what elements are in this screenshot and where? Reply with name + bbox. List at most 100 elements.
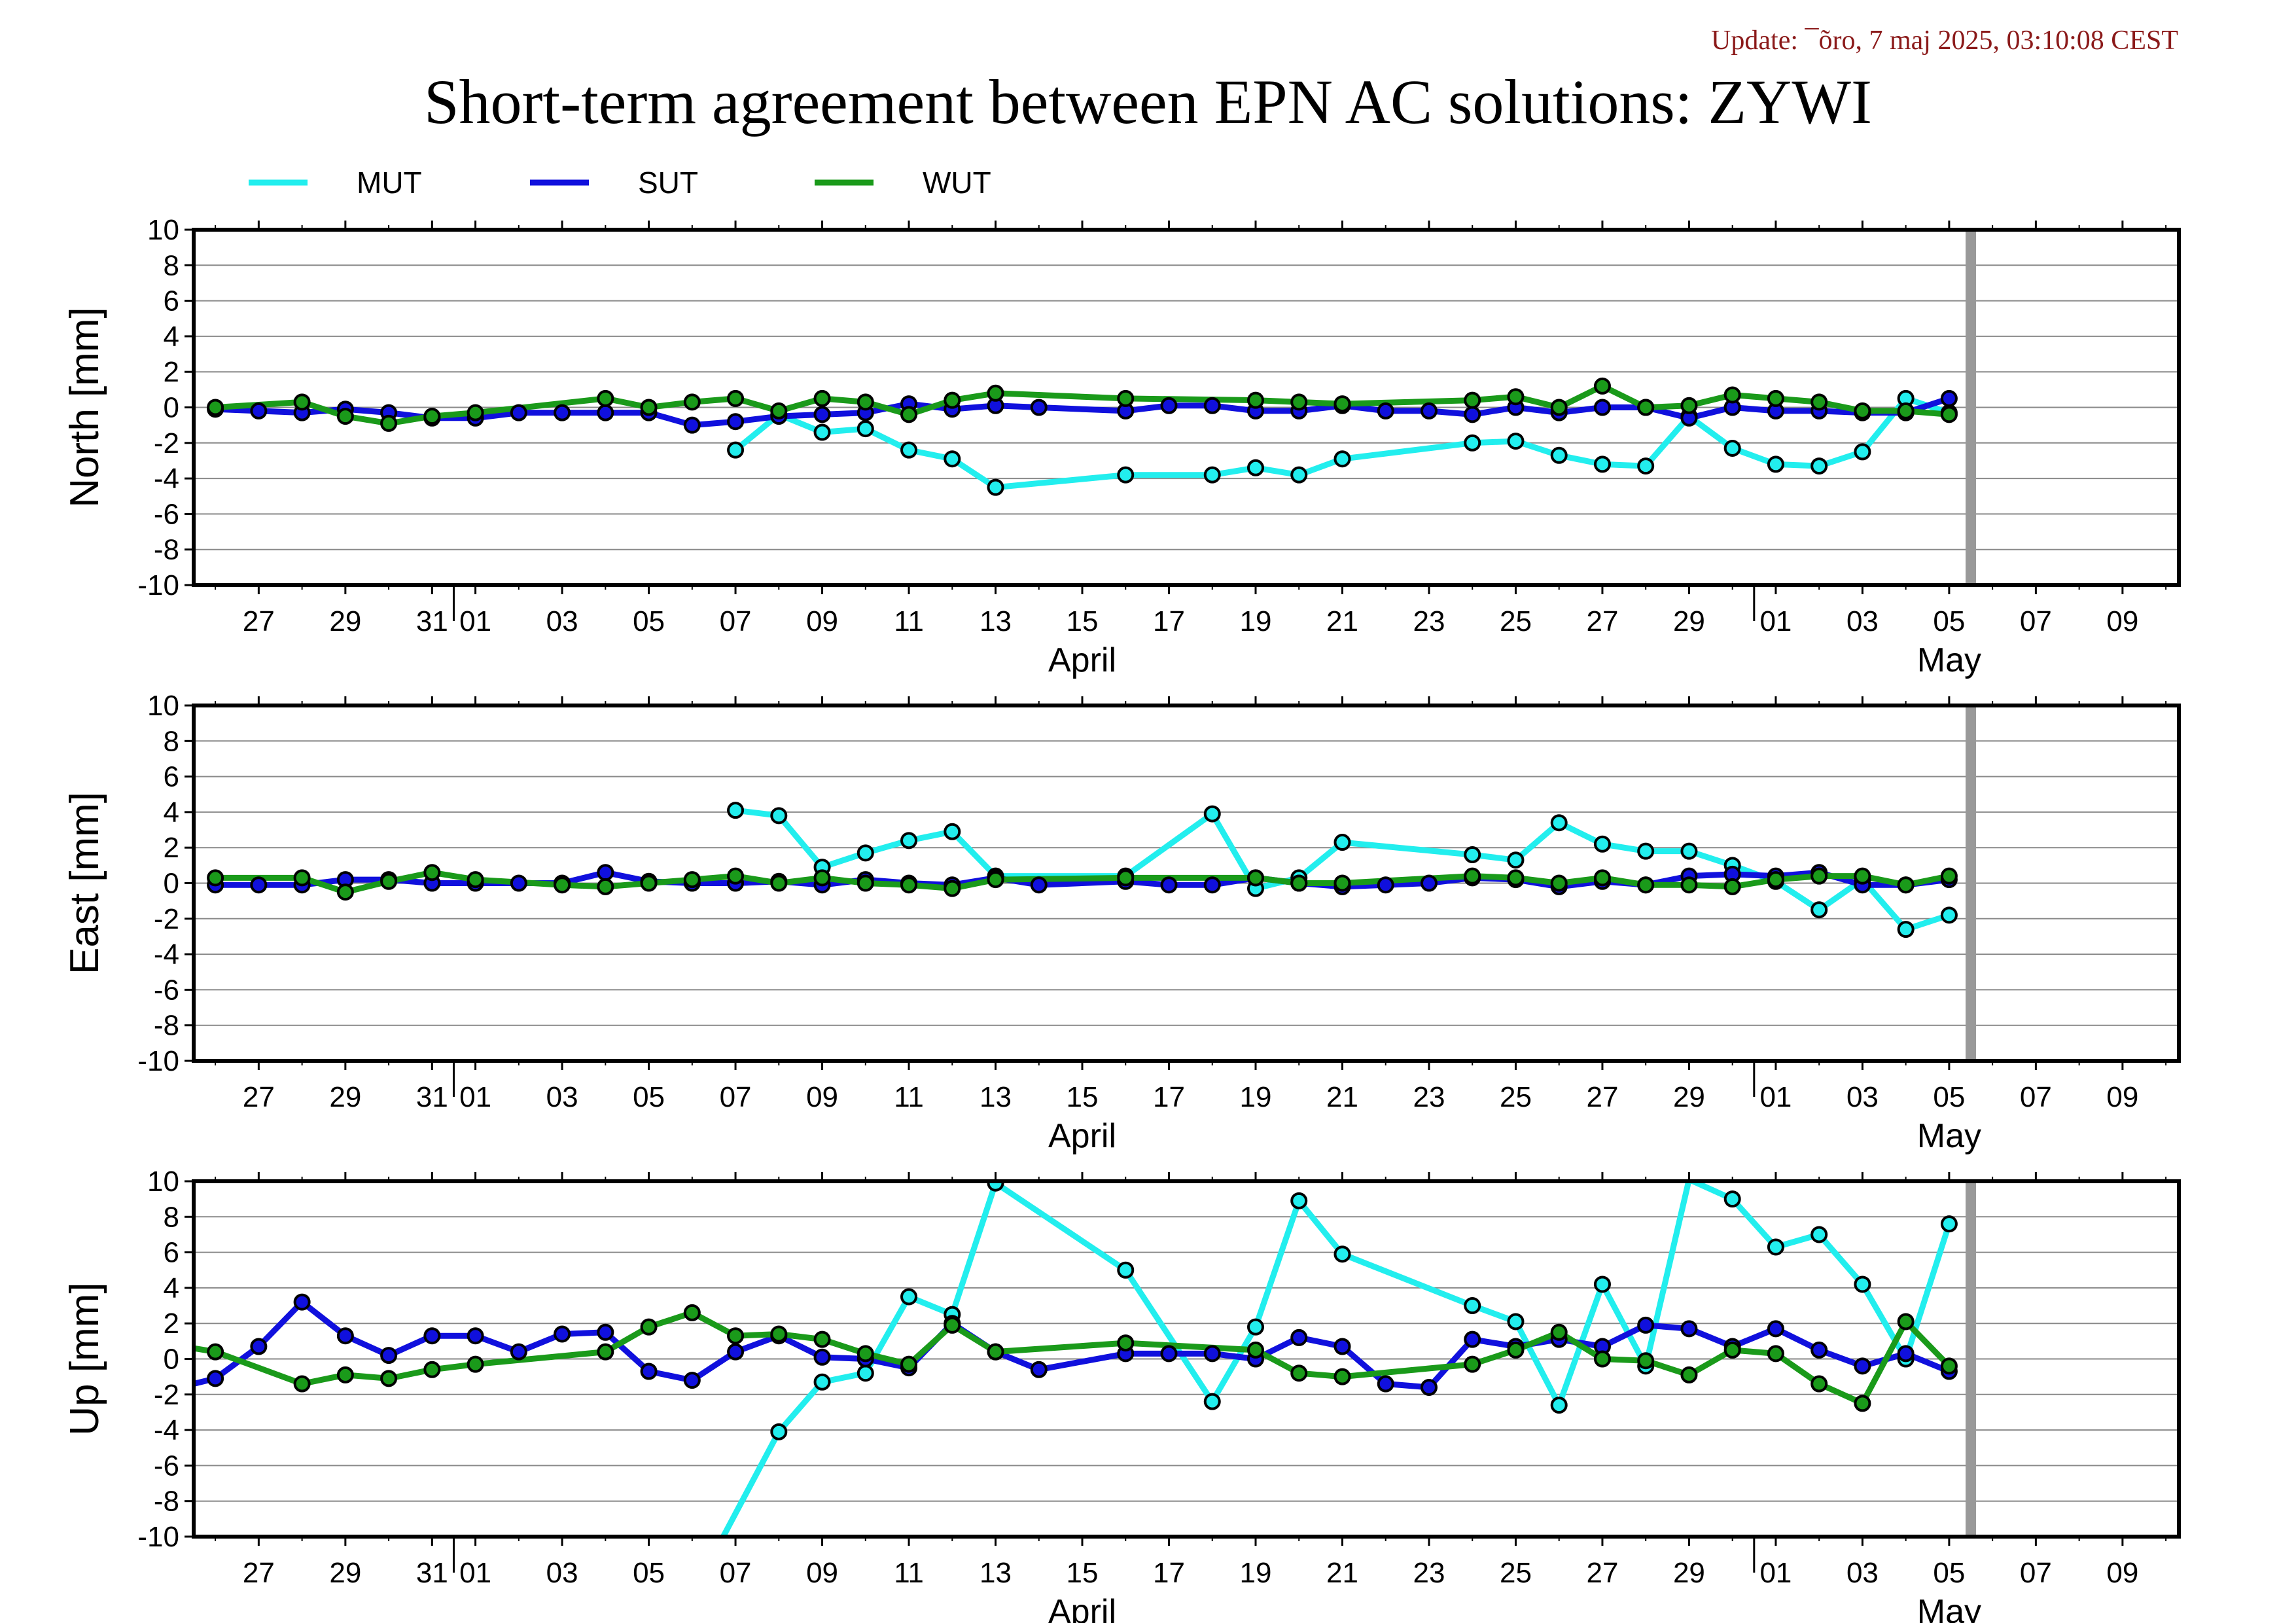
data-point-mut: [900, 1288, 918, 1306]
x-tick-label: 17: [1153, 1081, 1185, 1113]
x-tick-label: 07: [2020, 605, 2052, 637]
data-point-sut: [1637, 1316, 1655, 1334]
data-point-sut: [683, 416, 701, 434]
month-label: April: [1048, 1593, 1116, 1623]
x-tick-label: 01: [459, 1557, 491, 1589]
x-tick-label: 11: [894, 605, 924, 637]
data-point-mut: [727, 441, 745, 459]
data-point-sut: [1333, 1338, 1351, 1355]
x-tick-label: 31: [416, 1081, 448, 1113]
data-point-wut: [1723, 878, 1741, 895]
data-point-mut: [1637, 842, 1655, 860]
month-label: April: [1048, 641, 1116, 679]
data-point-sut: [640, 1363, 658, 1380]
y-tick-label: -4: [154, 463, 179, 495]
data-point-wut: [683, 393, 701, 411]
data-point-sut: [207, 1370, 224, 1387]
data-point-wut: [1290, 1364, 1308, 1382]
data-point-mut: [1940, 906, 1958, 924]
data-point-mut: [1507, 433, 1525, 450]
data-point-wut: [987, 1343, 1004, 1361]
x-tick-label: 09: [806, 1081, 838, 1113]
data-point-wut: [1767, 389, 1784, 407]
data-point-sut: [727, 1343, 745, 1361]
data-point-wut: [1897, 402, 1915, 419]
y-tick-label: 2: [164, 356, 179, 388]
data-point-sut: [467, 1327, 484, 1345]
data-point-mut: [1897, 921, 1915, 938]
y-tick-label: 4: [164, 1272, 179, 1304]
data-point-wut: [207, 869, 224, 887]
x-tick-label: 07: [720, 605, 752, 637]
data-point-wut: [1117, 1334, 1135, 1352]
x-tick-label: 01: [1759, 605, 1792, 637]
x-tick-label: 27: [243, 1081, 275, 1113]
data-point-wut: [1117, 389, 1135, 407]
data-point-wut: [1637, 1352, 1655, 1370]
x-tick-label: 17: [1153, 1557, 1185, 1589]
data-point-wut: [1767, 1345, 1784, 1363]
x-tick-label: 05: [1933, 1557, 1965, 1589]
x-tick-label: 29: [329, 1081, 361, 1113]
x-tick-label: 11: [894, 1081, 924, 1113]
data-point-wut: [423, 408, 441, 425]
data-point-mut: [1203, 1393, 1221, 1410]
data-point-mut: [1940, 1215, 1958, 1233]
data-point-wut: [640, 1318, 658, 1336]
data-point-wut: [380, 414, 398, 432]
data-point-wut: [1246, 391, 1264, 409]
x-tick-label: 05: [633, 605, 665, 637]
data-point-sut: [336, 1327, 354, 1345]
data-point-sut: [510, 874, 527, 892]
data-point-sut: [683, 1372, 701, 1389]
data-point-wut: [1854, 1395, 1871, 1412]
data-point-wut: [857, 874, 874, 892]
data-point-mut: [1464, 434, 1481, 452]
data-point-wut: [423, 864, 441, 882]
data-point-mut: [1550, 814, 1568, 832]
data-point-wut: [1246, 869, 1264, 887]
x-tick-label: 25: [1500, 605, 1532, 637]
data-point-sut: [1030, 1361, 1048, 1378]
x-tick-label: 13: [980, 605, 1012, 637]
data-point-mut: [1246, 1318, 1264, 1336]
x-tick-label: 13: [980, 1557, 1012, 1589]
month-label: May: [1917, 1593, 1981, 1623]
data-point-wut: [1680, 1366, 1698, 1383]
data-point-wut: [380, 1370, 398, 1387]
data-point-wut: [1680, 397, 1698, 414]
data-point-wut: [1290, 393, 1308, 411]
x-tick-label: 27: [1586, 1081, 1618, 1113]
y-tick-label: -10: [137, 569, 179, 601]
data-point-wut: [640, 399, 658, 416]
x-tick-label: 21: [1326, 1557, 1358, 1589]
data-point-sut: [1377, 402, 1394, 419]
data-point-wut: [1810, 393, 1828, 411]
data-point-wut: [1550, 1323, 1568, 1341]
data-point-mut: [1810, 901, 1828, 919]
x-tick-label: 31: [416, 1557, 448, 1589]
data-point-mut: [900, 441, 918, 459]
data-point-wut: [1723, 386, 1741, 404]
x-tick-label: 27: [243, 605, 275, 637]
data-point-sut: [1420, 1378, 1438, 1396]
data-point-wut: [987, 871, 1004, 889]
x-tick-label: 01: [1759, 1081, 1792, 1113]
data-point-wut: [857, 393, 874, 411]
y-tick-label: -6: [154, 498, 179, 530]
data-point-wut: [944, 880, 961, 897]
x-tick-label: 15: [1067, 605, 1099, 637]
data-point-sut: [1464, 406, 1481, 423]
x-tick-label: 31: [416, 605, 448, 637]
data-point-sut: [1377, 876, 1394, 894]
data-point-sut: [1854, 1357, 1871, 1375]
data-point-wut: [1810, 867, 1828, 885]
x-tick-label: 01: [459, 605, 491, 637]
data-point-mut: [1723, 439, 1741, 457]
data-point-wut: [1464, 391, 1481, 409]
data-point-wut: [1593, 1350, 1611, 1368]
panel-up: 108 64 2 0-2-4 -6 -8-10 Up [mm] 27 29 31 01 03 05 07 0…: [62, 1166, 2181, 1623]
data-point-wut: [1680, 876, 1698, 894]
series-line-mut: [735, 807, 1951, 933]
data-point-wut: [207, 1343, 224, 1361]
